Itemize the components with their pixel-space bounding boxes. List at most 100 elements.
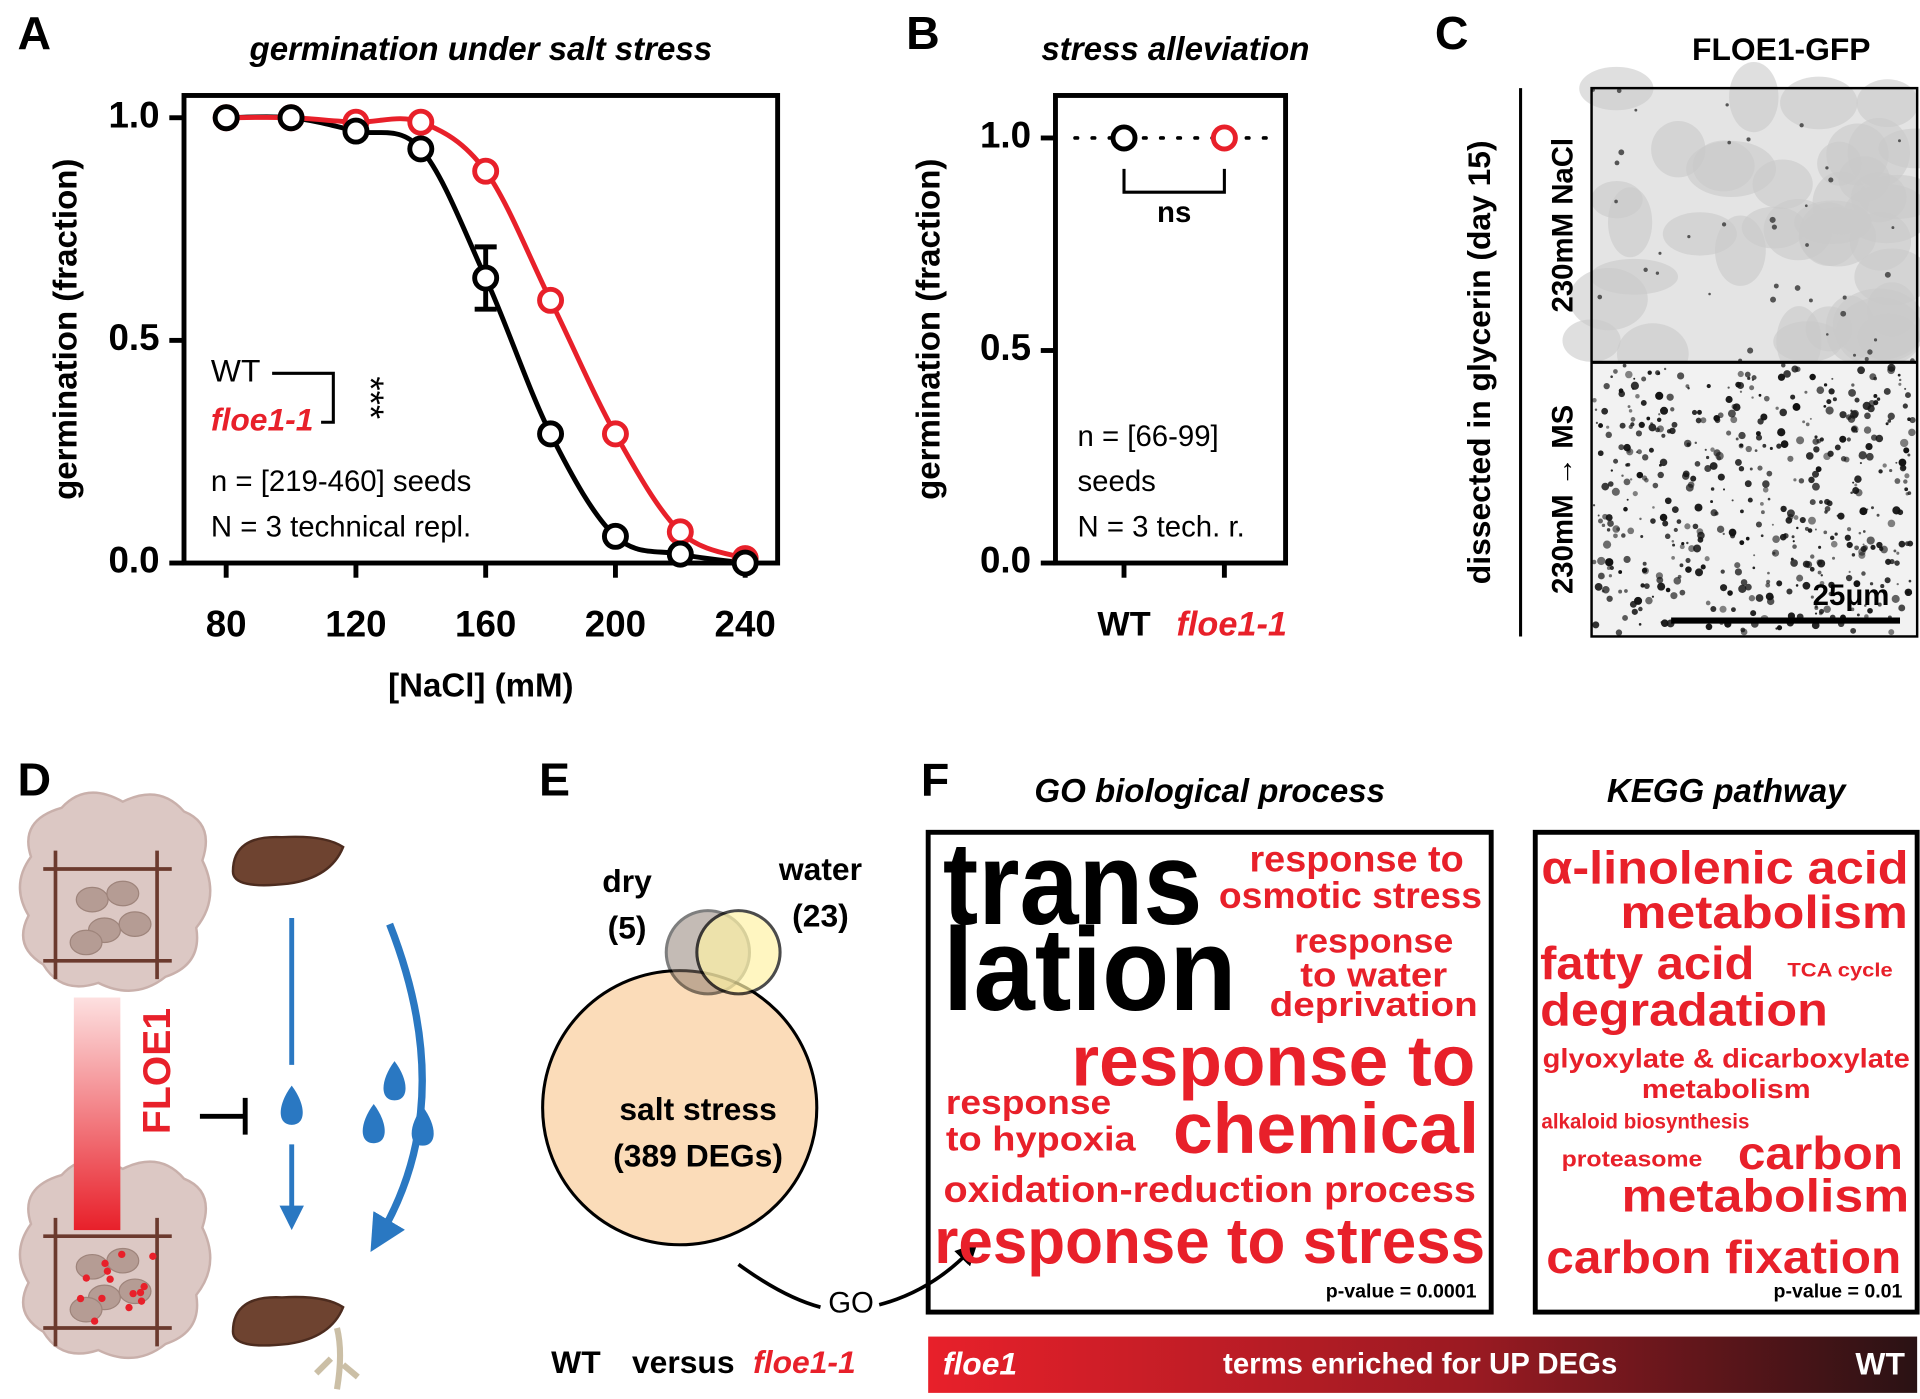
- condensate: [1762, 487, 1769, 493]
- cell-texture: [1832, 288, 1920, 361]
- condensate: [1714, 511, 1719, 516]
- condensate: [1651, 595, 1655, 598]
- condensate: [1835, 584, 1838, 588]
- panel-letter: E: [539, 754, 570, 806]
- condensate-dot: [90, 1317, 99, 1325]
- data-point: [601, 522, 629, 550]
- condensate-dot: [140, 1282, 148, 1291]
- condensate: [1767, 571, 1770, 575]
- cloud-frame: [925, 829, 1494, 1315]
- data-point: [407, 108, 435, 136]
- condensate: [1907, 453, 1911, 457]
- arrow-label: GO: [828, 1287, 874, 1320]
- condensate: [1810, 554, 1815, 559]
- condensate: [1854, 545, 1859, 551]
- condensate: [1635, 451, 1638, 454]
- condensate: [1864, 604, 1867, 607]
- condensate: [1903, 447, 1910, 454]
- condensate: [1809, 566, 1815, 572]
- condensate: [1810, 595, 1814, 599]
- condensate: [1834, 532, 1838, 536]
- condensate: [1597, 556, 1606, 566]
- condensate: [1726, 430, 1732, 436]
- cell-illustration: [18, 791, 212, 992]
- venn-water: [695, 909, 782, 996]
- condensate: [1795, 584, 1799, 587]
- condensate: [1851, 426, 1858, 433]
- water-drop: [383, 1061, 406, 1101]
- condensate: [1819, 580, 1825, 586]
- condensate: [1601, 523, 1606, 528]
- venn-main-label: salt stress: [619, 1091, 776, 1127]
- condensate: [1762, 443, 1767, 448]
- condensate: [1781, 363, 1786, 368]
- cell-texture: [1780, 76, 1858, 130]
- condensate: [1823, 404, 1827, 408]
- condensate: [1758, 393, 1762, 397]
- condensate: [1735, 437, 1739, 441]
- significance: ***: [350, 376, 391, 419]
- water-drop: [280, 1085, 303, 1125]
- condensate: [1873, 394, 1878, 398]
- condensate-dot: [125, 1303, 133, 1312]
- cloud-term: fatty acid: [1540, 937, 1754, 989]
- condensate: [1670, 407, 1675, 412]
- speck: [1828, 177, 1834, 183]
- condensate: [1664, 497, 1672, 505]
- condensate: [1878, 469, 1883, 474]
- condensate-dot: [106, 1275, 114, 1283]
- cell-walls: [43, 850, 172, 980]
- condensate: [1618, 444, 1625, 451]
- condensate: [1903, 479, 1908, 484]
- condensate: [1750, 610, 1757, 617]
- cloud-term: lation: [943, 904, 1237, 1035]
- condensate: [1732, 528, 1735, 532]
- condensate: [1632, 491, 1638, 497]
- condensate: [1666, 429, 1672, 434]
- plot-frame: [181, 93, 781, 566]
- condensate: [1645, 596, 1653, 605]
- condensate: [1659, 513, 1668, 522]
- condensate: [1623, 478, 1631, 486]
- speck: [1618, 149, 1625, 156]
- condensate: [1640, 400, 1647, 406]
- condensate: [1865, 442, 1873, 451]
- condensate: [1664, 533, 1671, 540]
- condensate: [1598, 518, 1603, 524]
- condensate: [1825, 406, 1834, 415]
- condensate: [1889, 468, 1893, 473]
- condensate: [1818, 611, 1823, 616]
- condensate: [1727, 409, 1736, 418]
- condensate: [1848, 389, 1856, 397]
- condensate: [1627, 405, 1631, 409]
- condensate: [1661, 433, 1666, 438]
- condensate: [1751, 378, 1755, 381]
- condensate: [1846, 527, 1852, 532]
- condensate: [1808, 516, 1816, 525]
- annotation: n = [66-99]: [1078, 420, 1219, 453]
- condensate: [1777, 373, 1786, 381]
- condensate: [1606, 425, 1610, 429]
- condensate: [1734, 568, 1742, 576]
- condensate: [1908, 579, 1912, 583]
- condensate: [1858, 531, 1862, 535]
- condensate: [1672, 543, 1676, 547]
- cloud-term: alkaloid biosynthesis: [1541, 1111, 1749, 1134]
- condensate: [1662, 520, 1669, 527]
- condensate: [1772, 551, 1776, 555]
- condensate: [1652, 506, 1655, 509]
- condensate: [1898, 382, 1902, 386]
- venn-set: water: [778, 851, 862, 887]
- cell-texture: [1851, 172, 1907, 223]
- condensate: [1776, 443, 1782, 449]
- condensate: [1844, 534, 1851, 541]
- condensate: [1723, 488, 1726, 491]
- condensate: [1755, 594, 1764, 602]
- condensate: [1894, 478, 1901, 484]
- cloud-title: GO biological process: [1034, 773, 1385, 810]
- row-label: 230mM NaCl: [1546, 138, 1579, 313]
- comparison: floe1-1: [753, 1344, 856, 1380]
- condensate: [1728, 528, 1737, 537]
- condensate: [1648, 447, 1654, 453]
- condensate: [1892, 506, 1901, 515]
